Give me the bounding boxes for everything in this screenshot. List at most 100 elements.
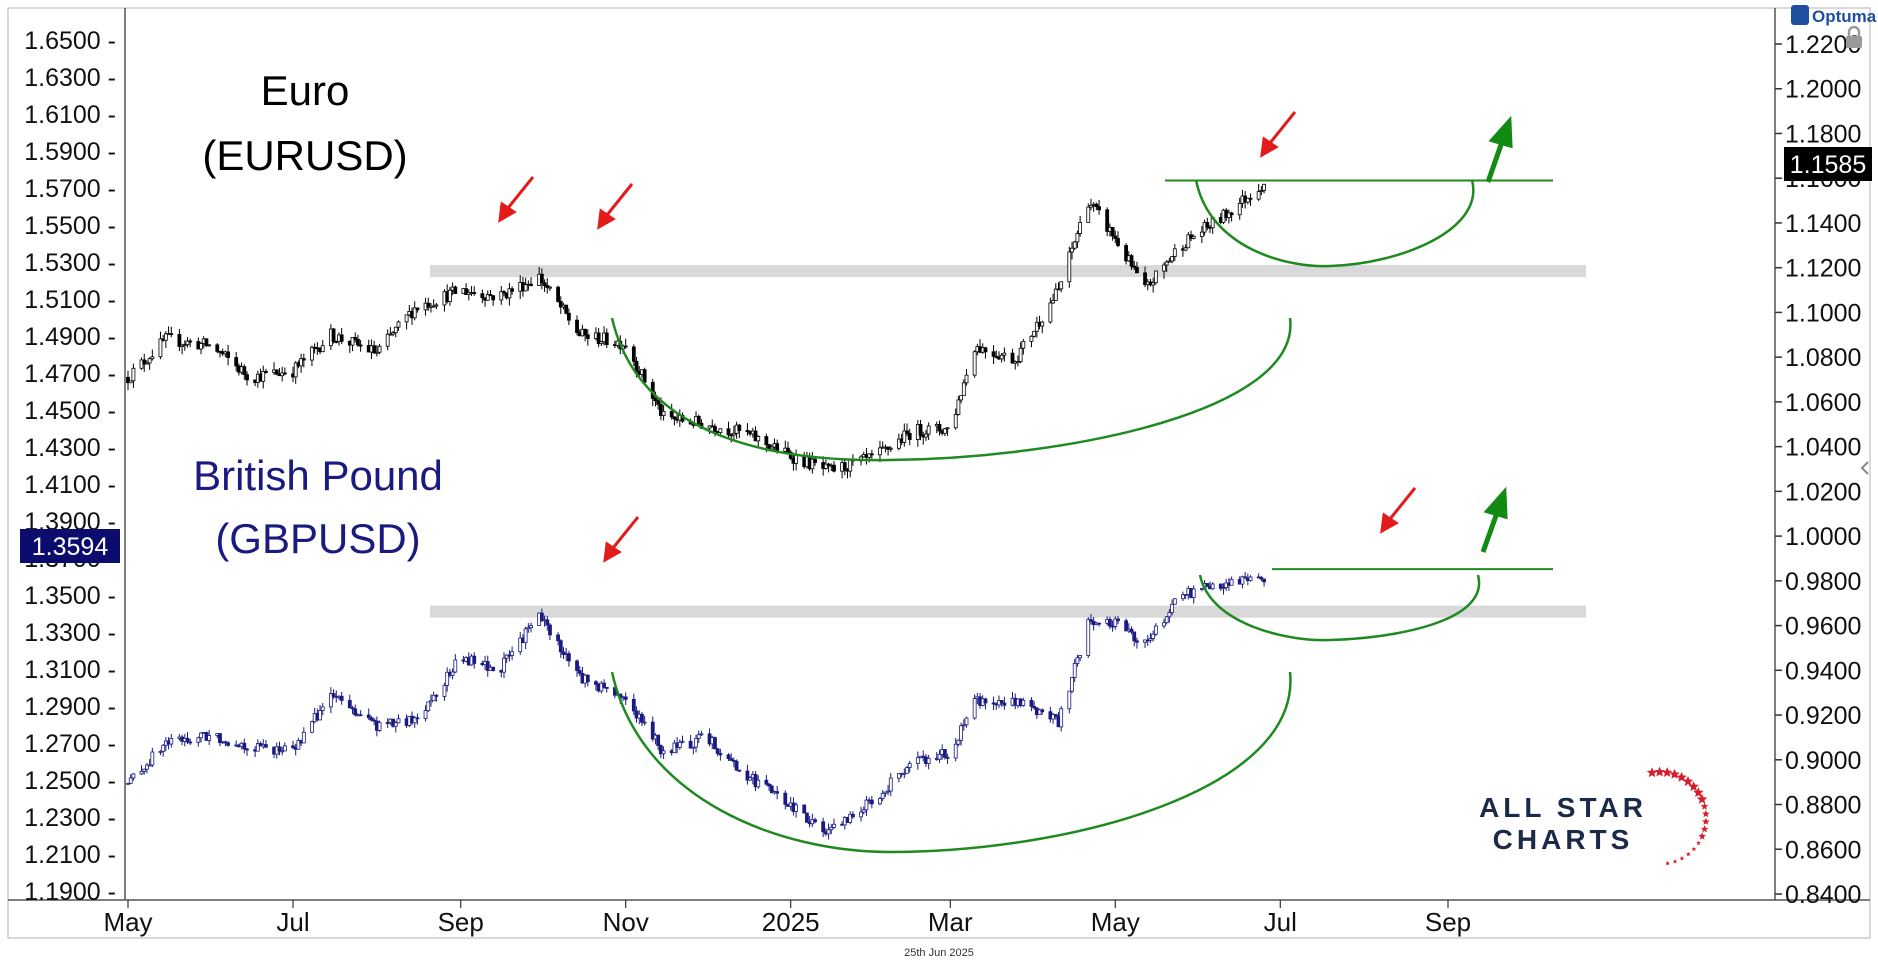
footer-date: 25th Jun 2025 <box>904 947 974 959</box>
candle <box>131 363 136 388</box>
star-ring-icon <box>1646 766 1710 866</box>
eur-subtitle: (EURUSD) <box>202 132 407 179</box>
candle <box>150 349 155 361</box>
x-tick-label: Mar <box>928 907 973 937</box>
candle <box>1032 701 1037 710</box>
candle <box>953 408 958 430</box>
candle <box>1248 575 1253 582</box>
candle <box>1016 355 1020 367</box>
red-arrows <box>498 111 1417 563</box>
candle <box>1221 583 1226 595</box>
candle <box>564 304 569 315</box>
x-tick-label: May <box>103 907 152 937</box>
x-tick-label: Nov <box>603 907 649 937</box>
candle <box>504 654 509 664</box>
eur-y-tick: 1.0200 <box>1785 478 1861 506</box>
candle <box>767 782 771 791</box>
candle <box>1040 708 1045 715</box>
candle <box>1248 193 1253 206</box>
gbp-small-cup-arc <box>1198 574 1481 642</box>
candle <box>1186 231 1191 249</box>
candle <box>539 608 544 623</box>
candle <box>886 784 890 796</box>
candle <box>426 701 431 713</box>
candle <box>715 747 720 757</box>
eur-last-price-label: 1.1585 <box>1784 147 1872 181</box>
candle <box>775 785 780 800</box>
candle <box>669 403 674 420</box>
candle <box>353 332 358 343</box>
candle <box>161 743 166 757</box>
candle <box>128 774 133 785</box>
plot-frame <box>7 7 1871 939</box>
candle <box>377 343 382 355</box>
candle <box>1170 255 1174 264</box>
gbp-y-tick: 1.6300 - <box>24 64 116 92</box>
all-star-charts-logo: ALL STAR CHARTS <box>1479 766 1710 866</box>
gbp-last-price-label: 1.3594 <box>20 529 120 563</box>
logo-star <box>1669 768 1680 779</box>
candle <box>729 753 734 761</box>
candle <box>545 615 550 631</box>
candle <box>188 338 193 348</box>
candle <box>961 379 966 396</box>
candle <box>1164 260 1169 273</box>
candle <box>924 429 928 441</box>
candle <box>142 353 147 372</box>
candle <box>1048 297 1053 324</box>
candle <box>726 753 731 761</box>
candle <box>548 623 552 640</box>
logo-star <box>1682 776 1694 786</box>
svg-text:ALL STAR: ALL STAR <box>1479 792 1647 823</box>
candle <box>396 320 401 331</box>
eur-y-tick: 0.9200 <box>1785 702 1861 730</box>
lock-icon[interactable] <box>1846 25 1862 48</box>
candle <box>729 433 734 443</box>
candle <box>366 708 371 720</box>
candle <box>356 334 360 347</box>
candle <box>1070 241 1074 260</box>
candle <box>274 369 279 376</box>
candle <box>442 682 447 701</box>
candle <box>1129 253 1134 270</box>
candle <box>999 352 1004 363</box>
candle <box>350 706 355 715</box>
candle <box>691 746 696 755</box>
candle <box>732 425 736 442</box>
gbp-resistance-zone <box>430 605 1586 618</box>
candle <box>937 749 942 763</box>
logo-star <box>1696 793 1708 804</box>
candle <box>548 285 552 292</box>
candle <box>177 328 182 352</box>
candle <box>1086 617 1091 658</box>
candle <box>542 279 547 292</box>
candle <box>450 668 455 680</box>
candle <box>1162 262 1166 279</box>
candle <box>694 734 698 753</box>
candle <box>245 371 249 386</box>
candle <box>1107 616 1112 630</box>
candle <box>905 423 909 437</box>
collapse-handle-icon[interactable] <box>1860 461 1869 475</box>
candle <box>1191 234 1196 240</box>
gbp-y-tick: 1.4500 - <box>24 397 116 425</box>
red-arrow-icon <box>603 516 640 563</box>
candle <box>959 395 964 404</box>
candle <box>642 715 647 726</box>
candle <box>207 344 212 347</box>
candle <box>983 346 988 359</box>
candle <box>688 734 693 749</box>
candle <box>299 353 304 373</box>
gbp-y-tick: 1.3300 - <box>24 619 116 647</box>
candle <box>539 268 544 290</box>
candle <box>604 686 609 693</box>
candle <box>1124 618 1129 632</box>
logo-star <box>1693 787 1704 798</box>
candle <box>1191 585 1196 604</box>
candle <box>745 764 750 785</box>
candle <box>991 345 996 364</box>
candle <box>1172 244 1177 262</box>
candle <box>756 435 761 449</box>
candle <box>453 285 458 294</box>
